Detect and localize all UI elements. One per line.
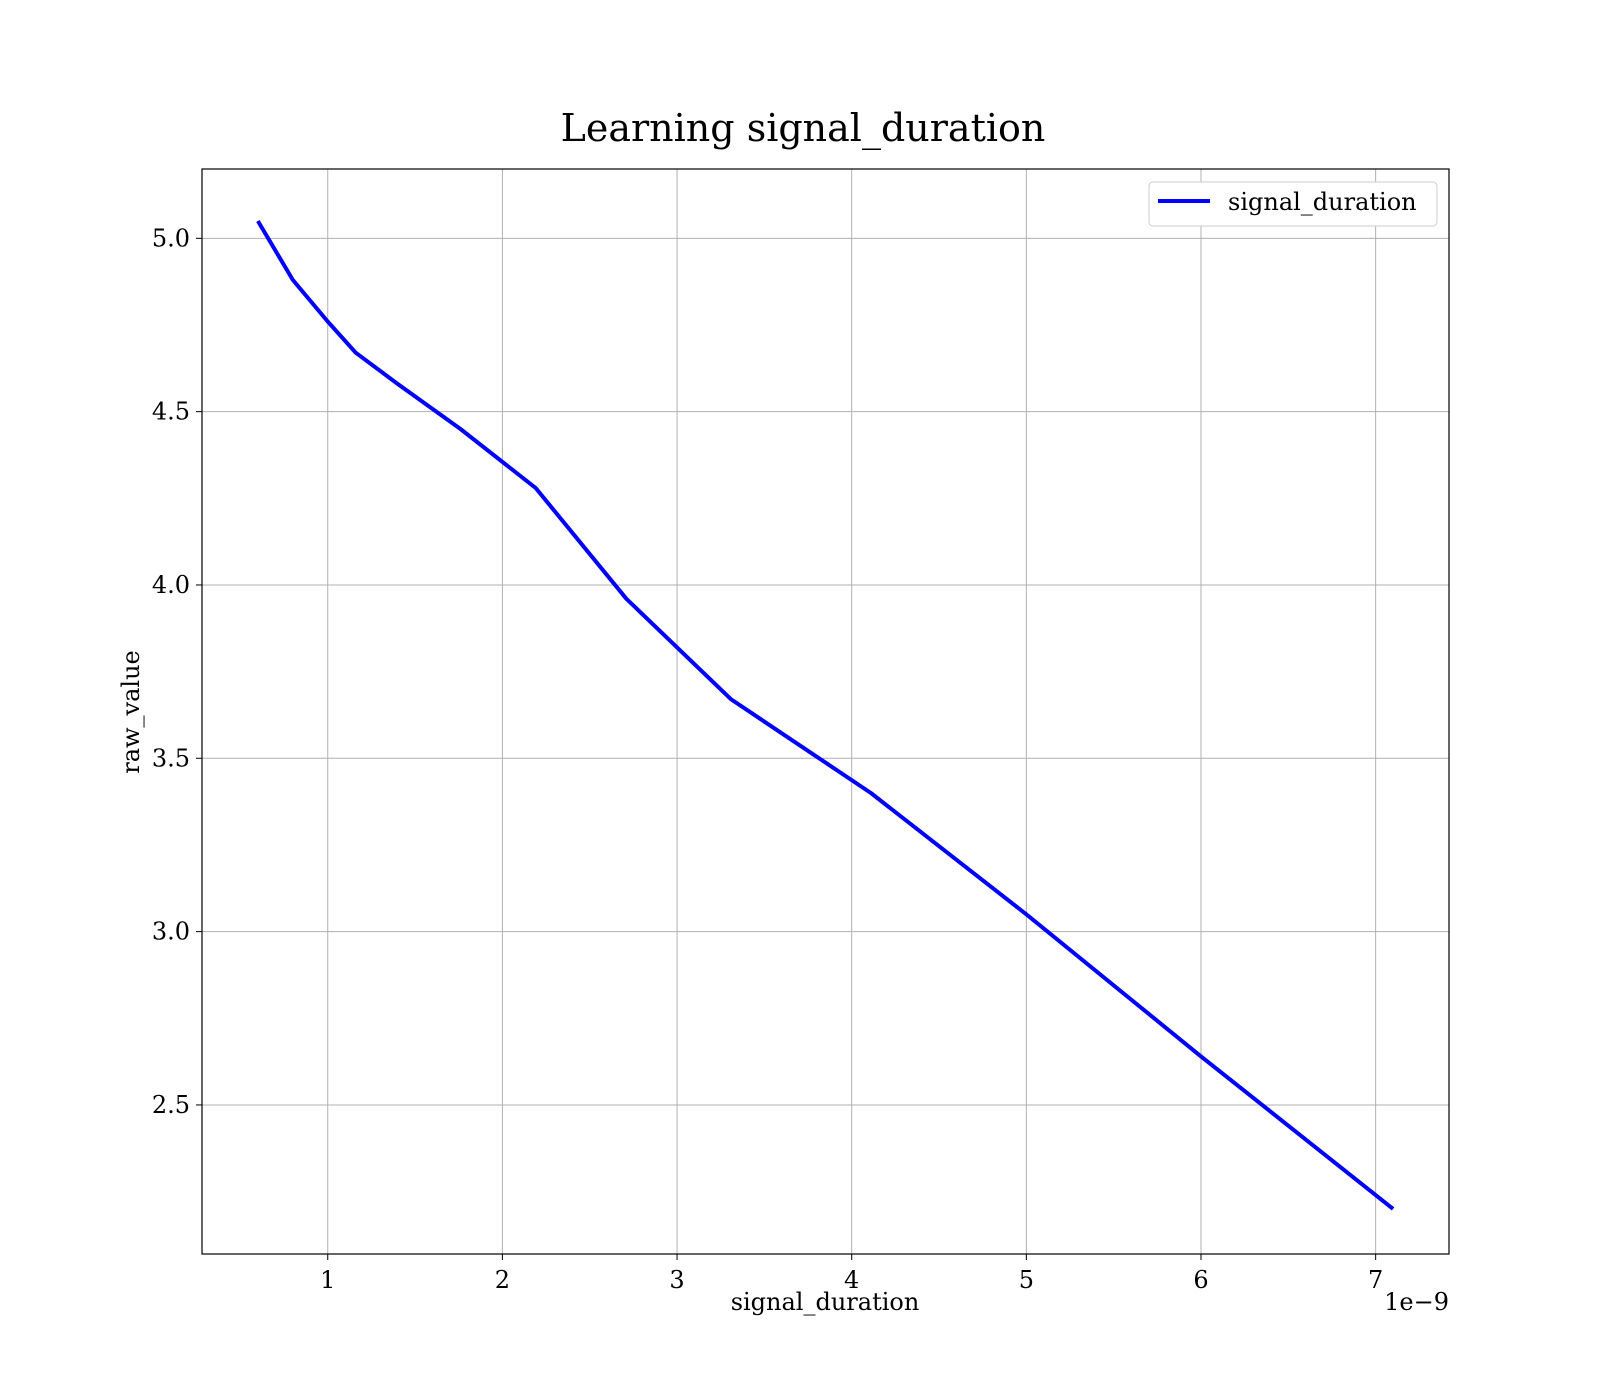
plot-frame [201, 168, 1450, 1255]
x-axis-label: signal_duration [731, 1288, 920, 1316]
x-tick-label: 1 [320, 1266, 335, 1294]
x-axis-ticks: 1 2 3 4 5 6 7 [320, 1254, 1383, 1294]
x-tick-label: 7 [1368, 1266, 1383, 1294]
legend-label-signal-duration: signal_duration [1228, 188, 1417, 216]
y-tick-label: 3.0 [152, 918, 190, 946]
x-tick-label: 4 [844, 1266, 859, 1294]
legend: signal_duration [1148, 181, 1438, 227]
x-tick-label: 2 [495, 1266, 510, 1294]
x-axis-offset-label: 1e−9 [1384, 1288, 1449, 1316]
x-tick-label: 3 [669, 1266, 684, 1294]
y-tick-label: 3.5 [152, 744, 190, 772]
grid [202, 169, 1449, 1254]
y-axis-label: raw_value [117, 650, 145, 774]
y-tick-label: 4.0 [152, 571, 190, 599]
x-tick-label: 5 [1019, 1266, 1034, 1294]
x-tick-label: 6 [1193, 1266, 1208, 1294]
y-tick-label: 2.5 [152, 1091, 190, 1119]
series-layer [256, 219, 1395, 1211]
y-axis-ticks: 2.5 3.0 3.5 4.0 4.5 5.0 [152, 224, 202, 1119]
y-tick-label: 4.5 [152, 398, 190, 426]
y-tick-label: 5.0 [152, 224, 190, 252]
chart-title: Learning signal_duration [561, 106, 1046, 151]
series-line-signal-duration [256, 219, 1395, 1211]
legend-box [1148, 181, 1438, 227]
